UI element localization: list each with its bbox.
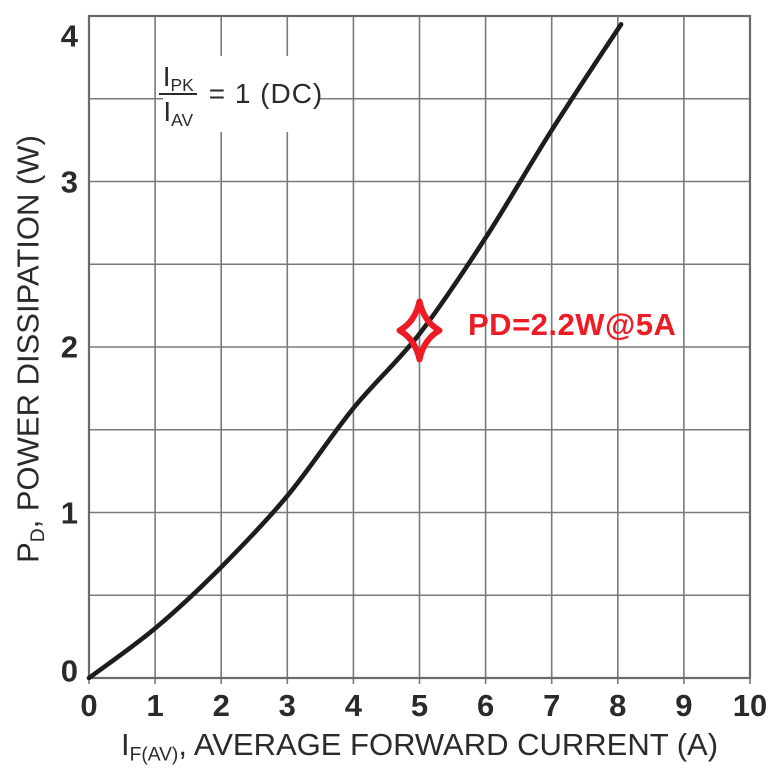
x-tick-label: 0 bbox=[80, 688, 98, 723]
power-curve bbox=[86, 22, 624, 681]
x-tick-label: 10 bbox=[732, 688, 768, 723]
y-tick-label: 4 bbox=[60, 18, 78, 54]
fraction-denominator: IAV bbox=[159, 92, 198, 128]
x-tick-label: 7 bbox=[543, 688, 561, 723]
x-axis-title: IF(AV), AVERAGE FORWARD CURRENT (A) bbox=[120, 727, 719, 766]
x-tick-label: 2 bbox=[212, 688, 230, 723]
x-tick-label: 3 bbox=[278, 688, 296, 723]
y-tick-label: 2 bbox=[60, 329, 78, 365]
ratio-annotation: IPK IAV = 1 (DC) bbox=[159, 56, 322, 132]
annotation-rhs: = 1 (DC) bbox=[208, 78, 324, 109]
x-tick-label: 8 bbox=[609, 688, 627, 723]
y-tick-label: 1 bbox=[60, 495, 78, 530]
plot-border bbox=[87, 14, 752, 680]
ipk-iav-fraction: IPK IAV bbox=[159, 60, 198, 128]
fraction-numerator: IPK bbox=[162, 60, 194, 95]
operating-point-label: PD=2.2W@5A bbox=[468, 307, 677, 342]
operating-point-marker bbox=[396, 298, 443, 363]
x-tick-label: 4 bbox=[344, 688, 363, 723]
x-tick-label: 9 bbox=[675, 688, 693, 723]
x-tick-label: 6 bbox=[476, 688, 495, 723]
x-tick-label: 1 bbox=[146, 688, 164, 723]
y-tick-label: 3 bbox=[60, 164, 78, 199]
y-tick-label: 0 bbox=[60, 653, 78, 689]
x-tick-label: 5 bbox=[410, 688, 429, 723]
